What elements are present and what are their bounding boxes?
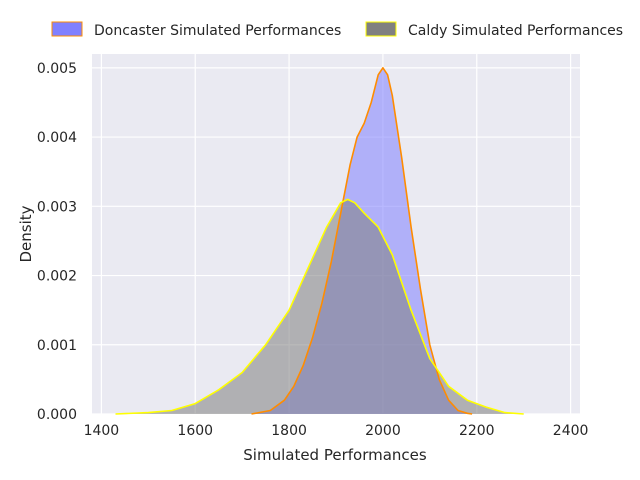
series-line-0 <box>251 67 473 415</box>
legend-label-caldy: Caldy Simulated Performances <box>408 23 623 39</box>
legend: Doncaster Simulated Performances Caldy S… <box>51 21 623 39</box>
x-tick-label-1: 1600 <box>177 423 213 439</box>
legend-swatch-caldy <box>365 21 397 37</box>
x-tick-label-5: 2400 <box>553 423 589 439</box>
grid <box>92 54 580 415</box>
y-tick-label-4: 0.004 <box>37 130 77 146</box>
y-tick-label-1: 0.001 <box>37 338 77 354</box>
y-tick-label-0: 0.000 <box>37 407 77 423</box>
series-area-1 <box>115 199 524 414</box>
legend-swatch-doncaster <box>51 21 83 37</box>
legend-label-doncaster: Doncaster Simulated Performances <box>94 23 341 39</box>
x-tick-label-0: 1400 <box>84 423 120 439</box>
x-tick-label-4: 2200 <box>459 423 495 439</box>
x-tick-label-2: 1800 <box>271 423 307 439</box>
y-axis-title: Density <box>17 205 35 262</box>
series-line-1 <box>115 198 524 415</box>
x-axis-title: Simulated Performances <box>243 446 427 464</box>
y-tick-label-3: 0.003 <box>37 199 77 215</box>
y-tick-label-5: 0.005 <box>37 61 77 77</box>
y-tick-label-2: 0.002 <box>37 269 77 285</box>
x-tick-label-3: 2000 <box>365 423 401 439</box>
series-layer <box>115 67 524 415</box>
ticks: 1400 1600 1800 2000 2200 2400 0.000 0.001 0.002 0… <box>37 61 589 439</box>
